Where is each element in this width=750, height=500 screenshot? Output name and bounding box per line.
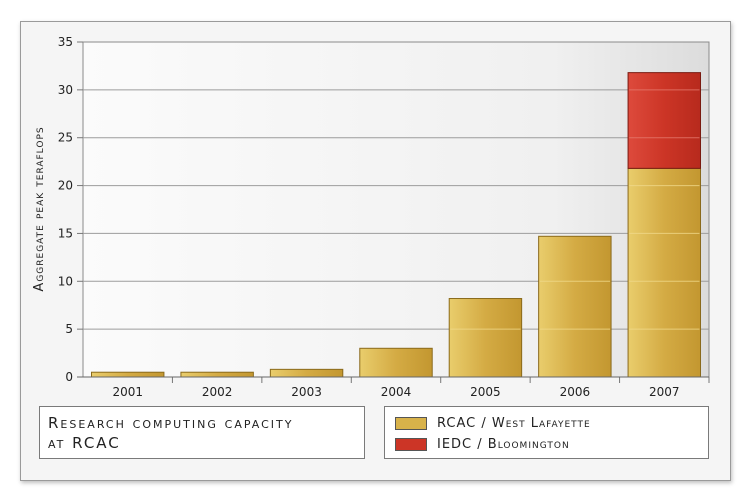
- x-tick-label-2006: 2006: [560, 385, 591, 399]
- y-tick-label: 15: [58, 226, 73, 240]
- bar-2004-series-0: [359, 347, 433, 378]
- bar-2001-series-0: [90, 371, 165, 378]
- x-tick-label-2001: 2001: [112, 385, 143, 399]
- y-tick-label: 5: [65, 322, 73, 336]
- y-tick-label: 10: [58, 274, 73, 288]
- y-tick-label: 20: [58, 179, 73, 193]
- x-axis: 2001 2002 2003 2004 2005 2006 2007: [77, 376, 710, 399]
- x-tick-label-2005: 2005: [470, 385, 501, 399]
- legend-label-iedc: IEDC / Bloomington: [437, 436, 570, 452]
- y-tick-label: 25: [58, 131, 73, 145]
- bars-group: [90, 72, 702, 378]
- gridlines: [83, 89, 709, 330]
- bar-2007-series-1: [627, 72, 702, 169]
- caption-line-2: at RCAC: [48, 434, 121, 452]
- bar-2006-series-0: [538, 235, 612, 378]
- x-tick-label-2007: 2007: [649, 385, 680, 399]
- chart-caption: Research computing capacity at RCAC: [48, 413, 356, 453]
- legend: RCAC / West Lafayette IEDC / Bloomington: [384, 406, 709, 459]
- bar-2003-series-0: [269, 368, 344, 378]
- x-tick-label-2004: 2004: [381, 385, 412, 399]
- legend-swatch-rcac: [395, 416, 427, 430]
- x-tick-label-2002: 2002: [202, 385, 233, 399]
- bar-2007-series-0: [627, 167, 702, 378]
- y-tick-label: 0: [65, 370, 73, 384]
- y-axis: 0 5 10 15 20 25 30 35: [58, 35, 83, 384]
- bar-2005-series-0: [448, 298, 523, 378]
- caption-box: Research computing capacity at RCAC: [39, 406, 365, 459]
- legend-item-iedc: IEDC / Bloomington: [395, 436, 570, 452]
- legend-label-rcac: RCAC / West Lafayette: [437, 415, 591, 431]
- legend-swatch-iedc: [395, 437, 427, 451]
- bar-2002-series-0: [180, 371, 254, 378]
- y-tick-label: 30: [58, 83, 73, 97]
- y-axis-label: Aggregate peak teraflops: [32, 126, 47, 291]
- y-tick-label: 35: [58, 35, 73, 49]
- caption-line-1: Research computing capacity: [48, 414, 294, 432]
- legend-item-rcac: RCAC / West Lafayette: [395, 415, 591, 431]
- plot-area: [82, 41, 710, 378]
- x-tick-label-2003: 2003: [291, 385, 322, 399]
